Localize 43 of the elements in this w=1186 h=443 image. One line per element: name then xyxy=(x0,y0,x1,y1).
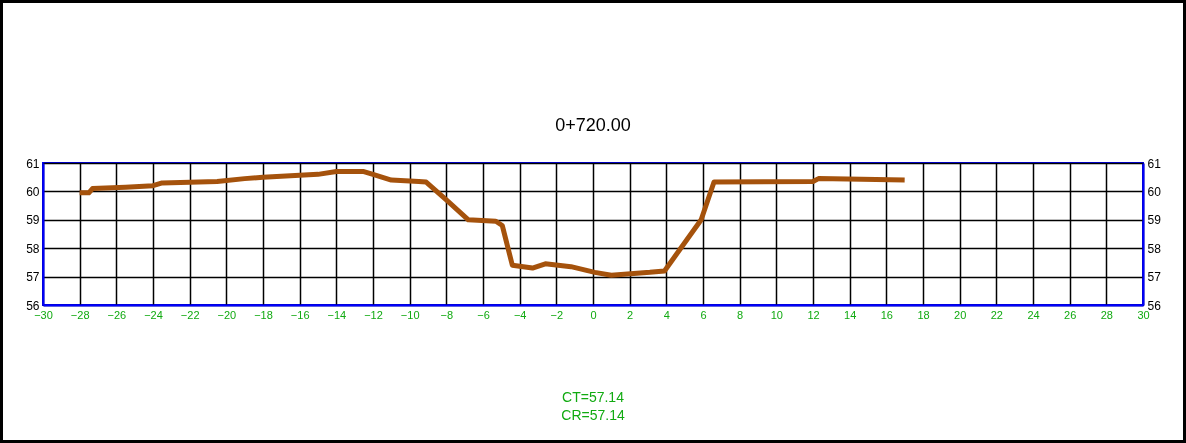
x-tick-label: −6 xyxy=(477,308,490,321)
x-tick-label: −10 xyxy=(400,308,420,321)
y2-tick-label: 60 xyxy=(1147,184,1162,199)
y-tick-label: 60 xyxy=(26,184,40,199)
x-tick-label: −12 xyxy=(364,308,383,321)
x-tick-label: −16 xyxy=(290,308,310,321)
x-tick-label: 12 xyxy=(807,308,820,321)
x-tick-label: −4 xyxy=(513,308,527,321)
x-tick-label: −22 xyxy=(180,308,200,321)
x-tick-label: 26 xyxy=(1064,308,1077,321)
x-tick-label: −2 xyxy=(550,308,564,321)
x-tick-label: 6 xyxy=(700,308,707,321)
x-tick-label: 8 xyxy=(737,308,744,321)
x-tick-label: −18 xyxy=(254,308,273,321)
x-tick-label: 30 xyxy=(1137,308,1150,321)
x-tick-label: −20 xyxy=(217,308,237,321)
x-tick-label: −8 xyxy=(440,308,454,321)
x-tick-label: 20 xyxy=(954,308,967,321)
text: CR=57.14 xyxy=(560,406,626,424)
y2-tick-label: 59 xyxy=(1147,213,1162,228)
x-tick-label: −26 xyxy=(107,308,127,321)
x-tick-label: 0 xyxy=(590,308,597,321)
x-tick-label: −28 xyxy=(70,308,90,321)
x-tick-label: 2 xyxy=(627,308,634,321)
y-tick-label: 58 xyxy=(26,241,40,256)
x-tick-label: 24 xyxy=(1027,308,1040,321)
x-tick-label: 16 xyxy=(880,308,893,321)
y2-tick-label: 57 xyxy=(1147,270,1162,285)
y-tick-label: 59 xyxy=(26,213,40,228)
x-tick-label: 14 xyxy=(844,308,857,321)
y2-tick-label: 61 xyxy=(1147,156,1162,171)
x-tick-label: 18 xyxy=(917,308,930,321)
chart-title: 0+720.00 xyxy=(555,115,631,135)
x-tick-label: −14 xyxy=(327,308,347,321)
y-tick-label: 61 xyxy=(26,156,40,171)
x-tick-label: 22 xyxy=(990,308,1003,321)
x-tick-label: 10 xyxy=(770,308,783,321)
x-tick-label: 28 xyxy=(1100,308,1113,321)
y2-tick-label: 58 xyxy=(1147,241,1162,256)
x-tick-label: 4 xyxy=(663,308,670,321)
text: CT=57.14 xyxy=(561,388,625,406)
x-tick-label: −24 xyxy=(144,308,163,321)
y-tick-label: 57 xyxy=(26,270,40,285)
